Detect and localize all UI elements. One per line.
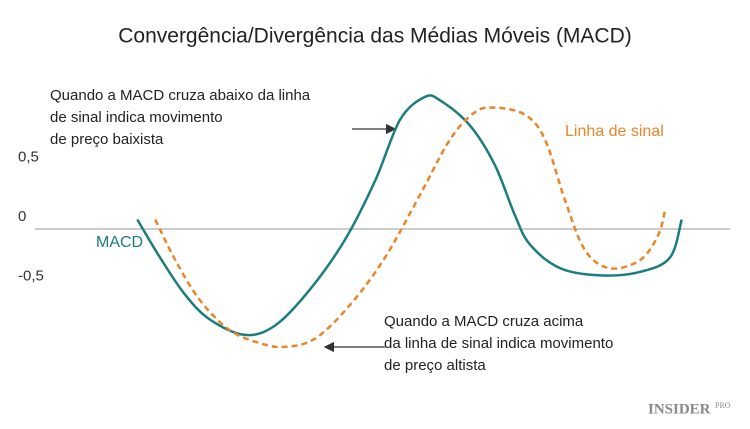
series-label: MACD [96, 234, 143, 251]
logo: INSIDER [648, 401, 711, 417]
series-line [136, 94, 683, 337]
annotation-text: Quando a MACD cruza abaixo da linha [50, 87, 311, 104]
y-tick-label: -0,5 [18, 267, 44, 284]
annotation-text: de preço baixista [50, 131, 164, 148]
series-line [154, 106, 667, 349]
annotation-text: de sinal indica movimento [50, 109, 223, 126]
annotation-text: da linha de sinal indica movimento [384, 335, 613, 352]
chart-title: Convergência/Divergência das Médias Móve… [118, 25, 632, 48]
y-tick-label: 0 [18, 208, 26, 225]
annotation-text: Quando a MACD cruza acima [384, 313, 584, 330]
annotation-text: de preço altista [384, 357, 486, 374]
logo-sup: PRO [715, 401, 731, 410]
series-label: Linha de sinal [565, 123, 664, 140]
y-tick-label: 0,5 [18, 148, 39, 165]
